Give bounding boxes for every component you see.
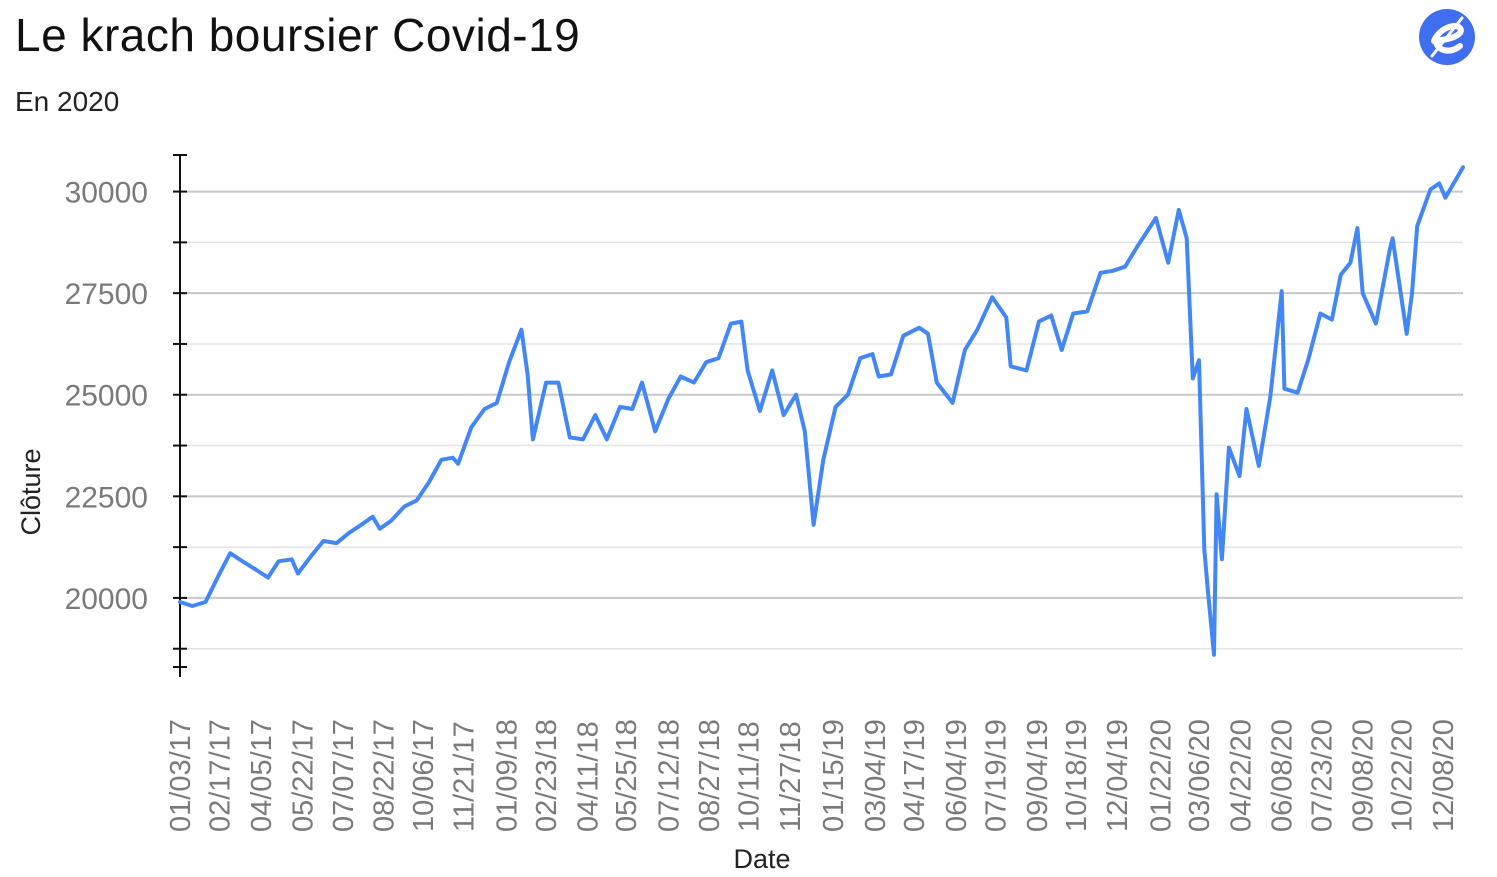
brand-e-logo-icon[interactable] — [1418, 8, 1476, 66]
x-tick-label: 07/23/20 — [1306, 719, 1338, 832]
x-tick-label: 02/17/17 — [205, 719, 237, 832]
logo-glyph-top — [1431, 22, 1464, 44]
x-tick-label: 05/22/17 — [287, 719, 319, 832]
x-tick-label: 07/07/17 — [328, 719, 360, 832]
y-axis-title: Clôture — [16, 448, 46, 535]
y-tick-label: 20000 — [65, 583, 148, 616]
x-tick-label: 12/08/20 — [1428, 719, 1460, 832]
x-axis-ticks: 01/03/17 02/17/17 04/05/17 05/22/17 07/07/17… — [165, 719, 1460, 832]
x-tick-label: 01/03/17 — [165, 719, 197, 832]
x-tick-label: 01/09/18 — [491, 719, 523, 832]
y-tick-label: 27500 — [65, 278, 148, 311]
series-group — [178, 165, 1465, 657]
x-tick-label: 08/27/18 — [694, 719, 726, 832]
x-tick-label: 02/23/18 — [531, 719, 563, 832]
chart-title: Le krach boursier Covid-19 — [15, 9, 581, 61]
x-tick-label: 10/22/20 — [1386, 719, 1418, 832]
x-tick-label: 11/27/18 — [775, 721, 807, 832]
x-tick-label: 04/22/20 — [1225, 719, 1257, 832]
x-tick-label: 01/22/20 — [1145, 719, 1177, 832]
logo-glyph-bottom — [1433, 39, 1463, 54]
x-axis-title: Date — [733, 844, 790, 874]
x-tick-label: 09/08/20 — [1348, 719, 1380, 832]
x-tick-label: 10/11/18 — [733, 721, 765, 832]
y-tick-label: 25000 — [65, 380, 148, 413]
x-tick-label: 06/04/19 — [941, 719, 973, 832]
x-tick-label: 06/08/20 — [1267, 719, 1299, 832]
y-axis-ticks: 20000 22500 25000 27500 30000 — [65, 154, 187, 677]
logo-slash — [1430, 16, 1464, 58]
x-tick-label: 04/11/18 — [572, 721, 604, 832]
x-tick-label: 04/17/19 — [899, 719, 931, 832]
x-tick-label: 05/25/18 — [611, 719, 643, 832]
y-tick-label: 22500 — [65, 481, 148, 514]
x-tick-label: 07/19/19 — [981, 719, 1013, 832]
x-tick-label: 01/15/19 — [818, 719, 850, 832]
x-tick-label: 03/06/20 — [1184, 719, 1216, 832]
series-line-cloture — [178, 165, 1465, 657]
x-tick-label: 10/06/17 — [408, 719, 440, 832]
x-tick-label: 03/04/19 — [860, 719, 892, 832]
x-tick-label: 10/18/19 — [1061, 719, 1093, 832]
x-tick-label: 09/04/19 — [1022, 719, 1054, 832]
x-tick-label: 08/22/17 — [368, 719, 400, 832]
grid-lines — [180, 190, 1463, 650]
chart-subtitle: En 2020 — [15, 86, 120, 117]
x-tick-label: 11/21/17 — [448, 721, 480, 832]
x-tick-label: 04/05/17 — [246, 719, 278, 832]
y-tick-label: 30000 — [65, 177, 148, 210]
x-tick-label: 12/04/19 — [1102, 719, 1134, 832]
x-tick-label: 07/12/18 — [653, 719, 685, 832]
